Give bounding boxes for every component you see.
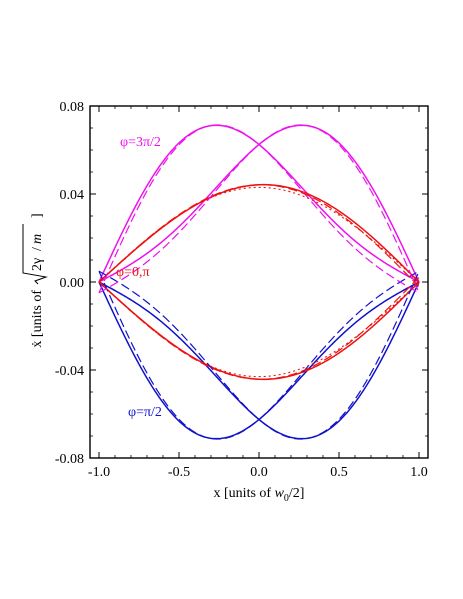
annotations: φ=3π/2 φ=0,π φ=π/2 bbox=[116, 135, 162, 420]
y-tick-labels: -0.08 -0.04 0.00 0.04 0.08 bbox=[55, 100, 84, 467]
x-axis-label: x [units of w0/2] bbox=[214, 486, 305, 504]
y-tick-label: 0.04 bbox=[60, 188, 85, 203]
x-tick-label: 1.0 bbox=[410, 465, 428, 480]
axis-ticks bbox=[90, 105, 428, 459]
x-tick-label: -1.0 bbox=[88, 465, 110, 480]
y-axis-label-num: 2γ bbox=[30, 258, 45, 271]
series-red-lower-solid bbox=[98, 281, 420, 381]
series-blue-upper-dashed bbox=[98, 270, 420, 440]
y-axis-label-radical bbox=[22, 224, 48, 285]
x-tick-label: 0.5 bbox=[330, 465, 348, 480]
annotation-0: φ=3π/2 bbox=[120, 135, 161, 150]
x-axis-label-pre: x [units of bbox=[214, 486, 275, 501]
x-axis-label-post: /2] bbox=[289, 486, 305, 501]
series-magenta-lower-dashed bbox=[98, 124, 420, 294]
series-magenta-upper-dashed bbox=[98, 124, 420, 294]
annotation-1: φ=0,π bbox=[116, 265, 150, 280]
x-tick-label: -0.5 bbox=[168, 465, 190, 480]
x-axis-label-sub: 0 bbox=[284, 493, 289, 504]
series-red-lower-dotted bbox=[98, 281, 420, 378]
y-axis-label-post: ] bbox=[30, 213, 45, 218]
y-tick-label: -0.04 bbox=[55, 364, 84, 379]
curves bbox=[98, 124, 420, 440]
y-axis-label-var: m bbox=[30, 234, 45, 244]
x-tick-label: 0.0 bbox=[250, 465, 268, 480]
y-tick-label: -0.08 bbox=[55, 452, 84, 467]
y-tick-label: 0.00 bbox=[60, 276, 85, 291]
series-blue-lower-dashed bbox=[98, 270, 420, 440]
y-tick-label: 0.08 bbox=[60, 100, 85, 115]
y-axis-label-pre: ẋ [units of bbox=[30, 290, 45, 348]
y-axis-label: ẋ [units of 2γ / m ] bbox=[22, 213, 48, 348]
y-axis-label-slash: / bbox=[30, 247, 45, 251]
series-red-upper-dotted bbox=[98, 186, 420, 283]
x-axis-label-var: w bbox=[275, 486, 285, 501]
annotation-2: φ=π/2 bbox=[128, 405, 162, 420]
x-tick-labels: -1.0 -0.5 0.0 0.5 1.0 bbox=[88, 465, 428, 480]
